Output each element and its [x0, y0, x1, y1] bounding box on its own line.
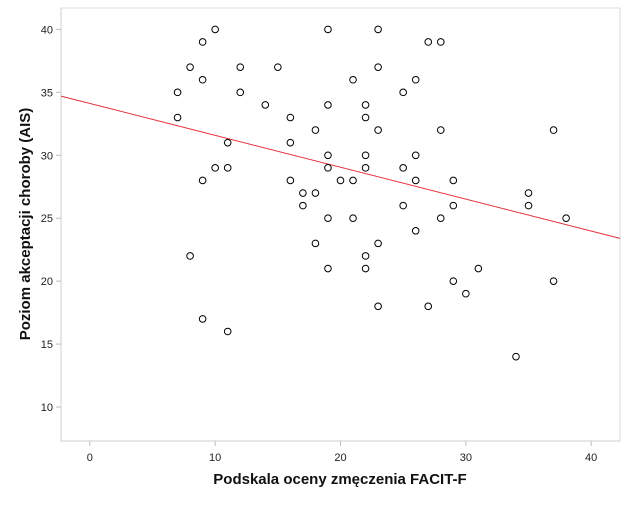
data-point	[361, 164, 370, 172]
x-tick-label: 30	[460, 452, 472, 464]
data-point	[311, 126, 320, 134]
y-tick-label: 20	[41, 276, 53, 288]
data-point	[198, 176, 207, 185]
data-point	[261, 101, 270, 109]
x-tick-label: 0	[87, 452, 93, 464]
y-axis-title: Poziom akceptacji choroby (AIS)	[17, 108, 34, 341]
x-tick-label: 10	[209, 452, 221, 464]
data-point	[186, 252, 194, 260]
data-point	[524, 201, 533, 210]
data-point	[549, 277, 558, 285]
data-point	[424, 38, 433, 46]
points-layer	[173, 25, 570, 361]
data-point	[549, 126, 558, 134]
data-point	[449, 201, 458, 210]
data-point	[286, 138, 295, 147]
data-point	[324, 164, 332, 172]
data-point	[361, 151, 370, 160]
x-axis-title: Podskala oceny zmęczenia FACIT-F	[213, 471, 466, 488]
y-tick-label: 10	[41, 402, 53, 414]
data-point	[198, 75, 207, 84]
data-point	[374, 126, 382, 134]
ticks-layer: 0 10 20 30 40 10 15 20 25 30 35 40	[41, 24, 598, 464]
data-point	[436, 214, 445, 223]
fit-line	[60, 95, 621, 239]
x-tick-label: 40	[585, 452, 597, 464]
data-point	[324, 25, 332, 34]
y-tick-label: 30	[41, 150, 53, 162]
data-point	[449, 277, 458, 285]
data-point	[324, 214, 332, 223]
data-point	[562, 214, 570, 223]
x-tick-label: 20	[334, 452, 346, 464]
data-point	[211, 164, 219, 172]
data-point	[449, 176, 458, 185]
y-tick-label: 25	[41, 213, 53, 225]
data-point	[512, 352, 520, 361]
data-point	[349, 75, 357, 84]
data-point	[299, 189, 307, 197]
data-point	[436, 126, 445, 134]
data-point	[411, 176, 420, 185]
y-tick-label: 40	[41, 24, 53, 36]
data-point	[336, 176, 345, 185]
data-point	[223, 327, 232, 336]
data-point	[198, 38, 207, 46]
data-point	[361, 252, 370, 260]
data-point	[399, 201, 407, 210]
data-point	[324, 101, 332, 109]
data-point	[173, 113, 182, 122]
data-point	[411, 75, 420, 84]
data-point	[374, 239, 382, 248]
data-point	[411, 151, 420, 160]
data-point	[186, 63, 194, 71]
data-point	[411, 226, 420, 235]
data-point	[424, 302, 433, 311]
data-point	[286, 176, 295, 185]
data-point	[299, 201, 307, 210]
data-point	[173, 88, 182, 97]
data-point	[349, 214, 357, 223]
y-tick-label: 15	[41, 339, 53, 351]
data-point	[462, 289, 470, 298]
data-point	[361, 101, 370, 109]
data-point	[374, 63, 382, 71]
data-point	[524, 189, 533, 197]
y-tick-label: 35	[41, 87, 53, 99]
data-point	[236, 63, 245, 71]
data-point	[286, 113, 295, 122]
data-point	[349, 176, 357, 185]
data-point	[374, 25, 382, 34]
data-point	[361, 264, 370, 273]
data-point	[324, 151, 332, 160]
data-point	[436, 38, 445, 46]
data-point	[223, 138, 232, 147]
data-point	[399, 88, 407, 97]
data-point	[361, 113, 370, 122]
data-point	[223, 164, 232, 172]
data-point	[236, 88, 245, 97]
fit-line-layer	[60, 95, 621, 239]
data-point	[374, 302, 382, 311]
data-point	[274, 63, 282, 71]
data-point	[311, 239, 320, 248]
data-point	[324, 264, 332, 273]
data-point	[399, 164, 407, 172]
data-point	[474, 264, 483, 273]
data-point	[211, 25, 219, 34]
data-point	[198, 315, 207, 323]
data-point	[311, 189, 320, 197]
